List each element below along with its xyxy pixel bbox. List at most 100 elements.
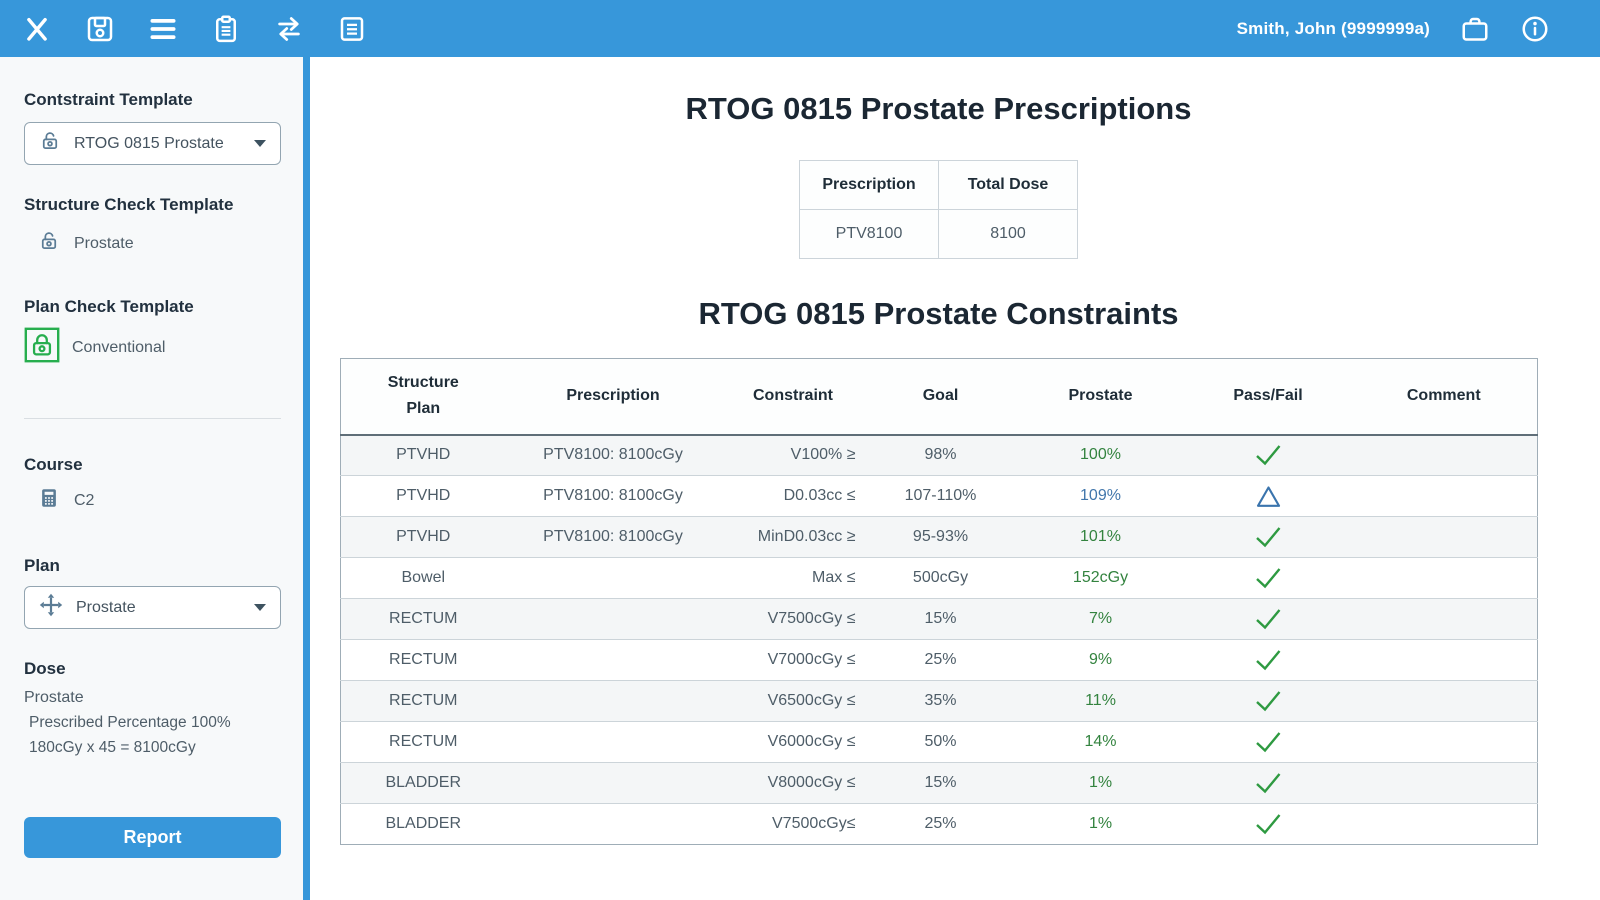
col-comment: Comment xyxy=(1350,358,1538,436)
cell-comment xyxy=(1350,598,1538,640)
briefcase-icon[interactable] xyxy=(1460,14,1490,44)
dose-plan-name: Prostate xyxy=(24,689,84,706)
cell-comment xyxy=(1350,434,1538,476)
report-button[interactable]: Report xyxy=(24,817,281,858)
cell-prescription: PTV8100: 8100cGy xyxy=(505,434,721,476)
col-structure-plan: Structure Plan xyxy=(340,358,506,436)
prescription-row: PTV8100 8100 xyxy=(799,209,1078,259)
constraints-title: RTOG 0815 Prostate Constraints xyxy=(698,296,1179,331)
cell-result: 11% xyxy=(1015,680,1186,722)
transfer-icon[interactable] xyxy=(274,14,304,44)
rx-col-total-dose: Total Dose xyxy=(938,160,1078,210)
pass-check-icon xyxy=(1256,691,1281,712)
constraints-header-row: Structure Plan Prescription Constraint G… xyxy=(340,358,1538,436)
cell-comment xyxy=(1350,557,1538,599)
cell-passfail xyxy=(1185,639,1351,681)
cell-structure: PTVHD xyxy=(340,516,506,558)
cell-goal: 107-110% xyxy=(865,475,1016,517)
cell-prescription xyxy=(505,680,721,722)
cell-result: 152cGy xyxy=(1015,557,1186,599)
pass-check-icon xyxy=(1256,568,1281,589)
menu-icon[interactable] xyxy=(148,14,178,44)
cell-prescription xyxy=(505,598,721,640)
close-icon[interactable] xyxy=(22,14,52,44)
constraint-template-dropdown[interactable]: RTOG 0815 Prostate xyxy=(24,122,281,165)
warning-triangle-icon xyxy=(1256,485,1280,507)
cell-prescription xyxy=(505,803,721,845)
plan-value: Prostate xyxy=(76,598,136,616)
course-label: Course xyxy=(24,455,83,474)
constraint-row: Bowel Max ≤500cGy 152cGy xyxy=(340,557,1538,599)
cell-result: 14% xyxy=(1015,721,1186,763)
cell-result: 100% xyxy=(1015,434,1186,476)
col-prostate: Prostate xyxy=(1015,358,1186,436)
cell-passfail xyxy=(1185,434,1351,476)
cell-comment xyxy=(1350,516,1538,558)
constraints-tbody: PTVHD PTV8100: 8100cGy V100% ≥98% 100% PTVHD… xyxy=(340,434,1538,845)
dose-label: Dose xyxy=(24,659,66,678)
move-icon xyxy=(39,593,63,622)
plan-check-template-label: Plan Check Template xyxy=(24,297,194,316)
cell-constraint: D0.03cc ≤ xyxy=(720,475,866,517)
constraint-row: PTVHD PTV8100: 8100cGy MinD0.03cc ≥95-93% 1… xyxy=(340,516,1538,558)
constraint-template-value: RTOG 0815 Prostate xyxy=(74,134,224,152)
cell-structure: BLADDER xyxy=(340,803,506,845)
cell-passfail xyxy=(1185,475,1351,517)
structure-check-template-label: Structure Check Template xyxy=(24,195,234,214)
structure-check-template-value: Prostate xyxy=(74,234,134,252)
cell-constraint: V100% ≥ xyxy=(720,434,866,476)
sidebar-divider xyxy=(24,418,281,419)
col-constraint: Constraint xyxy=(720,358,866,436)
constraint-row: BLADDER V7500cGy≤ 25% 1% xyxy=(340,803,1538,845)
cell-comment xyxy=(1350,475,1538,517)
cell-structure: PTVHD xyxy=(340,434,506,476)
rx-col-prescription: Prescription xyxy=(799,160,939,210)
cell-prescription xyxy=(505,557,721,599)
pass-check-icon xyxy=(1256,814,1281,835)
cell-constraint: MinD0.03cc ≥ xyxy=(720,516,866,558)
rx-prescription-value: PTV8100 xyxy=(799,209,939,259)
prescriptions-table: Prescription Total Dose PTV8100 8100 xyxy=(799,160,1078,259)
clipboard-icon[interactable] xyxy=(211,14,241,44)
info-icon[interactable] xyxy=(1520,14,1550,44)
cell-result: 101% xyxy=(1015,516,1186,558)
cell-structure: RECTUM xyxy=(340,598,506,640)
cell-constraint: V7500cGy≤ xyxy=(720,803,866,845)
cell-passfail xyxy=(1185,721,1351,763)
notes-icon[interactable] xyxy=(337,14,367,44)
calculator-icon xyxy=(38,487,60,514)
constraint-row: PTVHD PTV8100: 8100cGy V100% ≥98% 100% xyxy=(340,434,1538,476)
cell-result: 9% xyxy=(1015,639,1186,681)
constraint-row: RECTUM V6500cGy ≤35% 11% xyxy=(340,680,1538,722)
cell-comment xyxy=(1350,762,1538,804)
plan-label: Plan xyxy=(24,556,60,575)
cell-structure: BLADDER xyxy=(340,762,506,804)
cell-structure: RECTUM xyxy=(340,639,506,681)
cell-prescription xyxy=(505,639,721,681)
cell-passfail xyxy=(1185,803,1351,845)
lock-open-icon xyxy=(38,230,60,257)
sidebar: Contstraint Template RTOG 0815 Prostate … xyxy=(0,57,303,900)
cell-prescription xyxy=(505,762,721,804)
cell-structure: RECTUM xyxy=(340,680,506,722)
course-value: C2 xyxy=(74,491,95,509)
cell-goal: 98% xyxy=(865,434,1016,476)
plan-check-template-value: Conventional xyxy=(72,338,166,356)
main-area: RTOG 0815 Prostate Prescriptions Prescri… xyxy=(310,57,1600,900)
lock-open-icon xyxy=(39,130,61,157)
cell-goal: 35% xyxy=(865,680,1016,722)
cell-comment xyxy=(1350,639,1538,681)
prescriptions-title: RTOG 0815 Prostate Prescriptions xyxy=(685,91,1192,126)
cell-structure: PTVHD xyxy=(340,475,506,517)
user-name: Smith, John (9999999a) xyxy=(1236,18,1430,38)
save-icon[interactable] xyxy=(85,14,115,44)
top-bar: Smith, John (9999999a) xyxy=(0,0,1600,57)
cell-passfail xyxy=(1185,598,1351,640)
cell-constraint: V7000cGy ≤ xyxy=(720,639,866,681)
constraint-template-label: Contstraint Template xyxy=(24,90,193,109)
structure-check-template-item: Prostate xyxy=(24,230,281,257)
cell-comment xyxy=(1350,803,1538,845)
cell-result: 109% xyxy=(1015,475,1186,517)
pass-check-icon xyxy=(1256,609,1281,630)
plan-dropdown[interactable]: Prostate xyxy=(24,586,281,629)
